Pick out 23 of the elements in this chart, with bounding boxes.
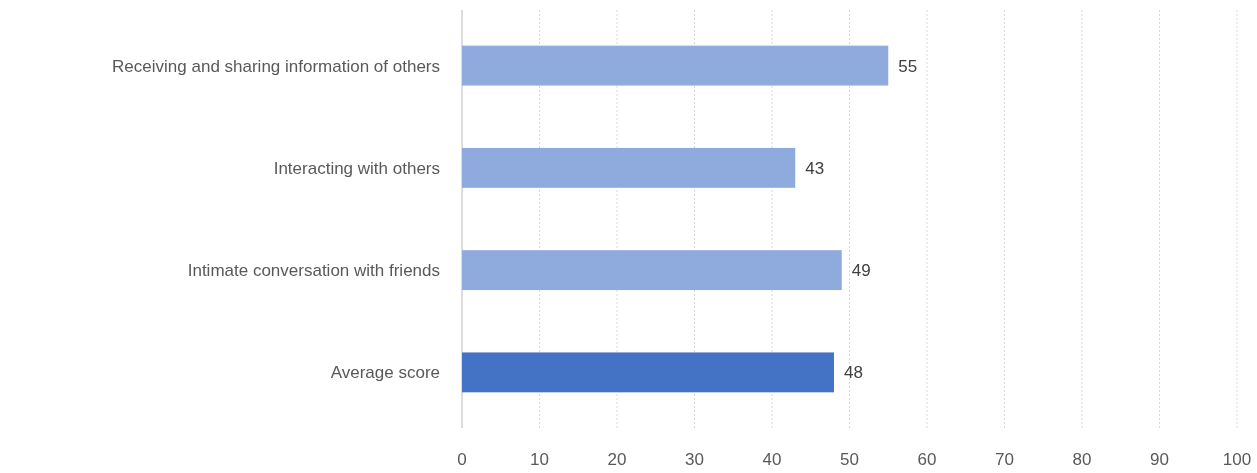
x-tick-label: 30 — [685, 450, 704, 469]
bar — [462, 147, 796, 188]
x-tick-label: 80 — [1072, 450, 1092, 469]
bar — [462, 250, 842, 291]
y-tick-label: Receiving and sharing information of others — [112, 56, 440, 76]
x-tick-label: 0 — [457, 450, 467, 469]
data-label: 55 — [898, 56, 918, 76]
x-tick-label: 10 — [530, 450, 549, 469]
data-label: 48 — [844, 363, 863, 383]
y-tick-label: Average score — [330, 363, 440, 383]
data-label: 43 — [805, 158, 825, 178]
x-tick-label: 50 — [840, 450, 859, 469]
x-tick-label: 70 — [995, 450, 1014, 469]
y-tick-label: Interacting with others — [273, 158, 440, 178]
x-tick-label: 20 — [607, 450, 627, 469]
x-tick-label: 100 — [1222, 450, 1252, 469]
x-tick-label: 90 — [1150, 450, 1169, 469]
x-tick-label: 60 — [917, 450, 937, 469]
x-tick-label: 40 — [762, 450, 782, 469]
y-tick-label: Intimate conversation with friends — [187, 261, 440, 281]
bar — [462, 45, 889, 86]
bar — [462, 352, 834, 393]
data-label: 49 — [851, 261, 871, 281]
